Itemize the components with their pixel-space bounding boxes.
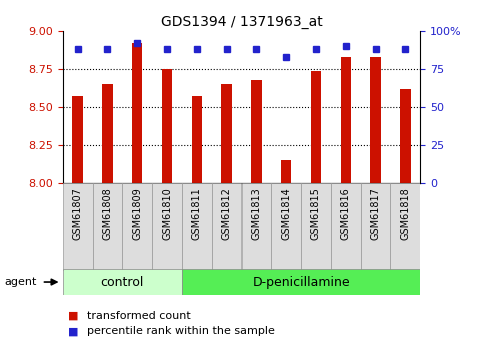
Bar (281, 160, 291, 183)
Bar (93, 183, 122, 271)
Bar (361, 183, 390, 271)
Text: GSM61808: GSM61808 (102, 187, 113, 240)
Bar (182, 183, 212, 271)
Bar (331, 183, 361, 271)
Bar (72, 96, 83, 183)
Bar (102, 84, 113, 183)
Bar (370, 57, 381, 183)
Text: GSM61813: GSM61813 (251, 187, 261, 240)
Text: transformed count: transformed count (87, 311, 191, 321)
Bar (162, 69, 172, 183)
Text: GSM61817: GSM61817 (370, 187, 381, 240)
Bar (152, 183, 182, 271)
Bar (212, 183, 242, 271)
Text: ■: ■ (68, 326, 78, 336)
Bar (132, 43, 142, 183)
Text: GSM61809: GSM61809 (132, 187, 142, 240)
Bar (63, 269, 182, 295)
Bar (182, 269, 420, 295)
Bar (221, 84, 232, 183)
Text: GSM61816: GSM61816 (341, 187, 351, 240)
Bar (341, 57, 351, 183)
Bar (251, 80, 262, 183)
Bar (311, 70, 321, 183)
Title: GDS1394 / 1371963_at: GDS1394 / 1371963_at (161, 14, 322, 29)
Text: GSM61807: GSM61807 (72, 187, 83, 240)
Text: GSM61811: GSM61811 (192, 187, 202, 240)
Text: agent: agent (5, 277, 37, 287)
Text: GSM61812: GSM61812 (222, 187, 232, 240)
Text: control: control (100, 276, 144, 288)
Bar (63, 183, 93, 271)
Text: GSM61818: GSM61818 (400, 187, 411, 240)
Bar (390, 183, 420, 271)
Text: GSM61810: GSM61810 (162, 187, 172, 240)
Bar (271, 183, 301, 271)
Text: GSM61814: GSM61814 (281, 187, 291, 240)
Text: GSM61815: GSM61815 (311, 187, 321, 240)
Bar (301, 183, 331, 271)
Bar (242, 183, 271, 271)
Bar (400, 89, 411, 183)
Bar (122, 183, 152, 271)
Bar (192, 96, 202, 183)
Text: percentile rank within the sample: percentile rank within the sample (87, 326, 275, 336)
Text: ■: ■ (68, 311, 78, 321)
Text: D-penicillamine: D-penicillamine (252, 276, 350, 288)
